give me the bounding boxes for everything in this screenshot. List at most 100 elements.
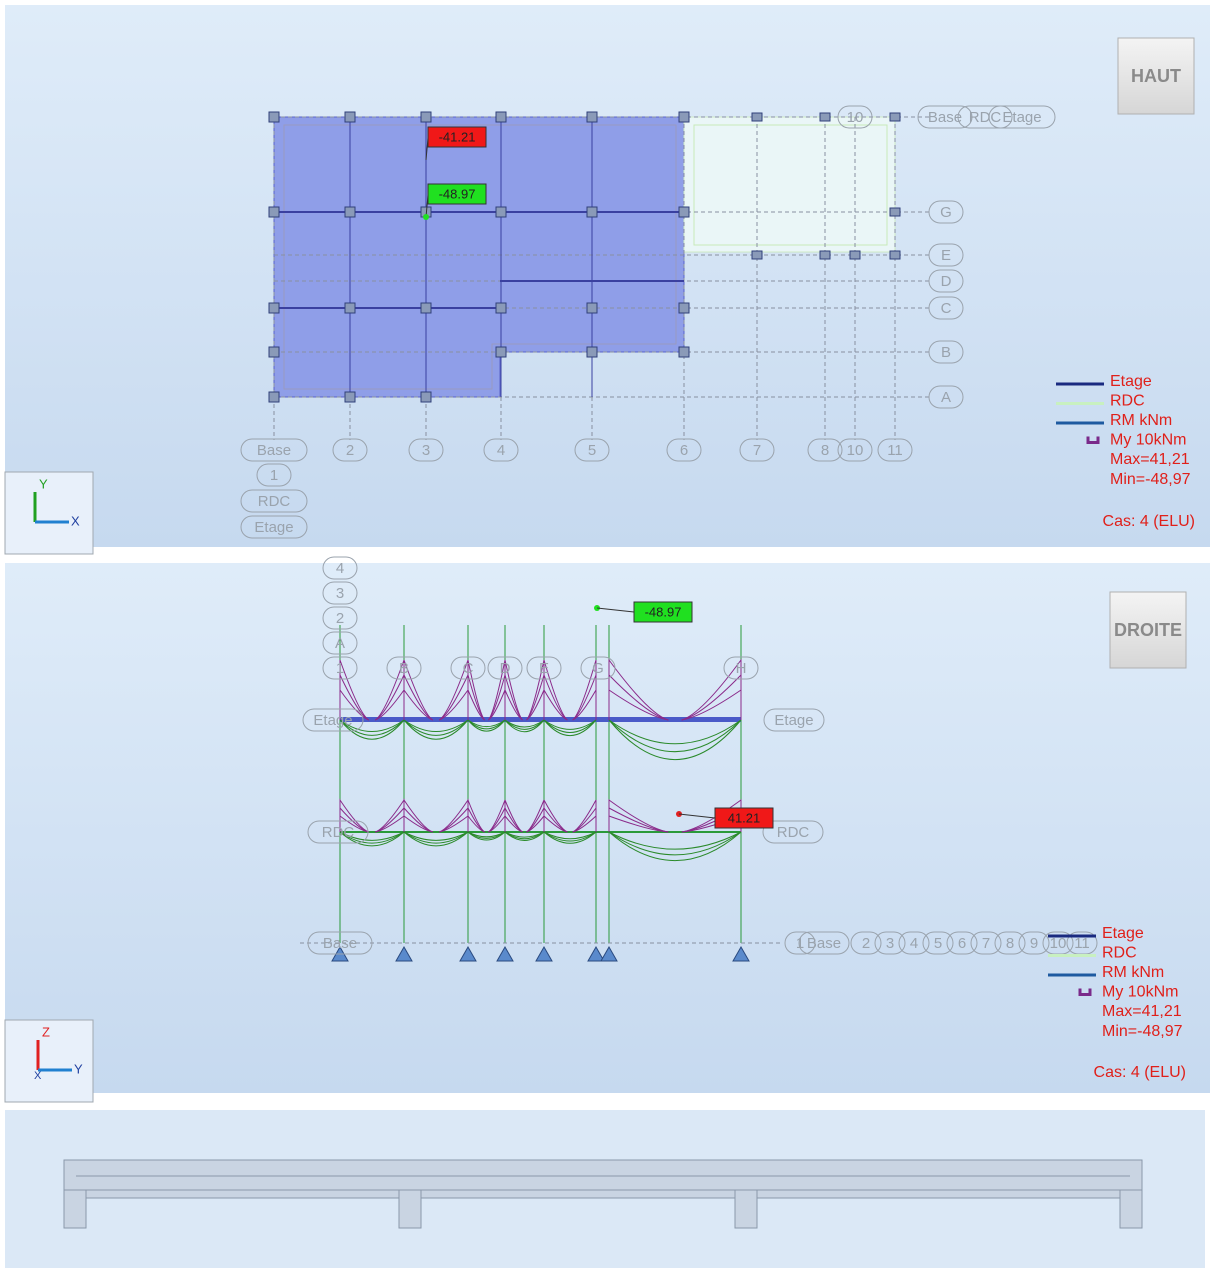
grid-label: RDC	[258, 493, 291, 510]
grid-label: Etage	[313, 712, 352, 729]
grid-label: 7	[982, 935, 990, 952]
grid-label: C	[463, 660, 474, 677]
axis-label: Z	[42, 1024, 50, 1039]
grid-label: Base	[807, 935, 841, 952]
grid-label: 4	[336, 560, 344, 577]
value-tag-text: -48.97	[645, 604, 682, 619]
axis-label: Y	[39, 476, 48, 491]
column	[269, 347, 279, 357]
legend-max: Max=41,21	[1102, 1003, 1182, 1020]
grid-label: 6	[680, 442, 688, 459]
grid-label: 1	[270, 467, 278, 484]
column	[820, 113, 830, 121]
grid-label: 5	[588, 442, 596, 459]
column	[421, 392, 431, 402]
grid-label: 4	[497, 442, 505, 459]
column	[496, 303, 506, 313]
column	[269, 207, 279, 217]
column	[890, 208, 900, 216]
grid-label: RDC	[969, 109, 1002, 126]
legend-entry: Etage	[1102, 925, 1144, 942]
column	[345, 207, 355, 217]
column	[890, 113, 900, 121]
column	[850, 251, 860, 259]
view-button-label: DROITE	[1114, 620, 1182, 640]
grid-label: B	[399, 660, 409, 677]
grid-label: A	[941, 389, 951, 406]
axis-label: X	[71, 513, 80, 528]
legend-entry: My 10kNm	[1102, 984, 1178, 1001]
column	[496, 347, 506, 357]
screen: Base234567810111RDCEtageGEDCBA10BaseRDCE…	[0, 0, 1215, 1271]
grid-label: D	[941, 273, 952, 290]
column	[496, 112, 506, 122]
grid-label: 8	[821, 442, 829, 459]
legend-entry: My 10kNm	[1110, 432, 1186, 449]
view-button-label: HAUT	[1131, 66, 1181, 86]
column	[679, 207, 689, 217]
legend-min: Min=-48,97	[1110, 471, 1191, 488]
extremum	[423, 214, 429, 220]
grid-label: 4	[910, 935, 918, 952]
column	[587, 207, 597, 217]
grid-label: 7	[753, 442, 761, 459]
column	[587, 347, 597, 357]
grid-label: D	[500, 660, 511, 677]
legend-entry: RM kNm	[1110, 412, 1172, 429]
legend-max: Max=41,21	[1110, 451, 1190, 468]
grid-label: Base	[257, 442, 291, 459]
grid-label: Etage	[774, 712, 813, 729]
legend-min: Min=-48,97	[1102, 1023, 1183, 1040]
column	[345, 303, 355, 313]
value-tag-text: 41.21	[728, 810, 761, 825]
column	[679, 347, 689, 357]
column	[752, 251, 762, 259]
axis-label: Y	[74, 1061, 83, 1076]
slab-rdc	[684, 117, 895, 252]
column	[679, 112, 689, 122]
grid-label: 3	[422, 442, 430, 459]
grid-label: E	[539, 660, 549, 677]
grid-label: 5	[934, 935, 942, 952]
grid-label: H	[736, 660, 747, 677]
column	[421, 303, 431, 313]
legend-entry: RDC	[1102, 945, 1137, 962]
load-case: Cas: 4 (ELU)	[1103, 513, 1195, 530]
column	[269, 112, 279, 122]
grid-label: G	[940, 204, 952, 221]
legend-entry: RDC	[1110, 393, 1145, 410]
grid-label: Etage	[254, 519, 293, 536]
page: Base234567810111RDCEtageGEDCBA10BaseRDCE…	[0, 0, 1215, 1271]
column	[752, 113, 762, 121]
column	[587, 112, 597, 122]
grid-label: Base	[323, 935, 357, 952]
column	[679, 303, 689, 313]
grid-label: Base	[928, 109, 962, 126]
grid-label: 2	[336, 610, 344, 627]
grid-label: 2	[862, 935, 870, 952]
axis-label: X	[34, 1070, 42, 1082]
grid-label: RDC	[777, 824, 810, 841]
column	[269, 303, 279, 313]
grid-label: 10	[847, 109, 864, 126]
grid-label: 10	[847, 442, 864, 459]
axis-box	[5, 472, 93, 554]
grid-label: 11	[1074, 935, 1090, 952]
grid-label: Etage	[1002, 109, 1041, 126]
grid-label: 11	[887, 442, 903, 459]
legend-entry: RM kNm	[1102, 964, 1164, 981]
grid-label: RDC	[322, 824, 355, 841]
grid-label: 8	[1006, 935, 1014, 952]
column	[269, 392, 279, 402]
column	[496, 207, 506, 217]
grid-label: 9	[1030, 935, 1038, 952]
grid-label: C	[941, 300, 952, 317]
column	[820, 251, 830, 259]
load-case: Cas: 4 (ELU)	[1094, 1064, 1186, 1081]
column	[345, 112, 355, 122]
legend-entry: Etage	[1110, 373, 1152, 390]
grid-label: E	[941, 247, 951, 264]
grid-label: B	[941, 344, 951, 361]
column	[587, 303, 597, 313]
column	[345, 392, 355, 402]
